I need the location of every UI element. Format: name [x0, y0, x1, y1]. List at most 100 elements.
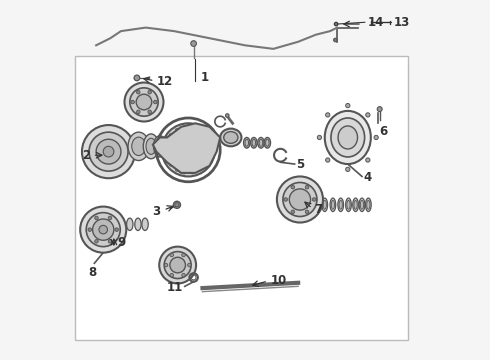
Circle shape: [86, 213, 120, 247]
Circle shape: [305, 210, 309, 213]
Text: 13: 13: [394, 16, 410, 29]
Circle shape: [334, 22, 338, 26]
Circle shape: [95, 216, 98, 220]
Ellipse shape: [313, 198, 318, 212]
Ellipse shape: [359, 198, 365, 212]
Circle shape: [169, 134, 172, 136]
Circle shape: [175, 203, 179, 207]
Circle shape: [326, 158, 330, 162]
Polygon shape: [153, 123, 220, 173]
Circle shape: [377, 107, 382, 112]
Circle shape: [291, 210, 294, 213]
Text: 12: 12: [157, 75, 173, 88]
Circle shape: [170, 257, 185, 273]
Circle shape: [225, 114, 229, 117]
Circle shape: [164, 263, 168, 267]
Text: 14: 14: [368, 16, 384, 29]
Ellipse shape: [224, 132, 238, 143]
Circle shape: [209, 156, 211, 159]
Circle shape: [137, 90, 140, 94]
Ellipse shape: [245, 139, 248, 146]
Circle shape: [283, 183, 317, 216]
Circle shape: [366, 113, 370, 117]
Circle shape: [99, 225, 107, 234]
Circle shape: [89, 132, 128, 171]
Ellipse shape: [258, 138, 264, 148]
Circle shape: [148, 90, 151, 94]
Circle shape: [326, 113, 330, 117]
Ellipse shape: [366, 198, 371, 212]
Ellipse shape: [142, 218, 148, 230]
Ellipse shape: [322, 198, 328, 212]
Circle shape: [82, 125, 135, 178]
Ellipse shape: [354, 201, 357, 209]
Circle shape: [345, 103, 350, 108]
Ellipse shape: [339, 201, 343, 209]
Circle shape: [134, 75, 140, 81]
Circle shape: [103, 146, 114, 157]
Circle shape: [170, 274, 173, 277]
Ellipse shape: [259, 139, 263, 146]
Text: 7: 7: [314, 203, 322, 216]
Text: 2: 2: [82, 149, 90, 162]
Text: 1: 1: [201, 71, 209, 84]
Circle shape: [148, 110, 151, 114]
Circle shape: [165, 156, 168, 159]
Circle shape: [289, 189, 311, 210]
Circle shape: [182, 253, 185, 257]
Circle shape: [164, 148, 167, 151]
Circle shape: [188, 263, 191, 267]
Ellipse shape: [338, 198, 343, 212]
Circle shape: [108, 239, 112, 243]
Circle shape: [153, 100, 157, 104]
Ellipse shape: [330, 198, 336, 212]
Circle shape: [131, 100, 134, 104]
Circle shape: [136, 94, 152, 110]
Ellipse shape: [266, 139, 269, 146]
Ellipse shape: [325, 111, 371, 164]
Bar: [75, 56, 408, 339]
Circle shape: [191, 126, 194, 129]
Circle shape: [80, 207, 126, 253]
Circle shape: [179, 141, 197, 159]
Circle shape: [305, 185, 309, 189]
Ellipse shape: [156, 139, 164, 153]
Circle shape: [374, 135, 378, 140]
Circle shape: [204, 163, 207, 166]
Text: 5: 5: [296, 158, 305, 171]
Circle shape: [191, 171, 194, 174]
Circle shape: [169, 163, 172, 166]
Circle shape: [93, 219, 114, 240]
Text: 8: 8: [89, 266, 97, 279]
Circle shape: [95, 239, 98, 243]
Circle shape: [164, 252, 191, 279]
Circle shape: [182, 274, 185, 277]
Circle shape: [173, 201, 180, 208]
Ellipse shape: [251, 138, 257, 148]
Text: 6: 6: [380, 125, 388, 138]
Circle shape: [172, 134, 204, 166]
Circle shape: [345, 167, 350, 171]
Circle shape: [284, 198, 288, 201]
Ellipse shape: [252, 139, 256, 146]
Circle shape: [209, 140, 211, 143]
Circle shape: [318, 135, 321, 140]
Circle shape: [183, 126, 186, 129]
Ellipse shape: [367, 201, 370, 209]
Ellipse shape: [353, 198, 358, 212]
Circle shape: [108, 216, 112, 220]
Ellipse shape: [338, 126, 358, 149]
Circle shape: [137, 110, 140, 114]
Ellipse shape: [126, 218, 133, 230]
Ellipse shape: [314, 201, 318, 209]
Ellipse shape: [323, 201, 326, 209]
Circle shape: [334, 38, 337, 42]
Text: 10: 10: [270, 274, 287, 287]
Circle shape: [165, 140, 168, 143]
Circle shape: [115, 228, 119, 231]
Ellipse shape: [345, 198, 351, 212]
Ellipse shape: [132, 137, 146, 156]
Circle shape: [124, 82, 164, 122]
Ellipse shape: [347, 201, 350, 209]
Circle shape: [183, 171, 186, 174]
